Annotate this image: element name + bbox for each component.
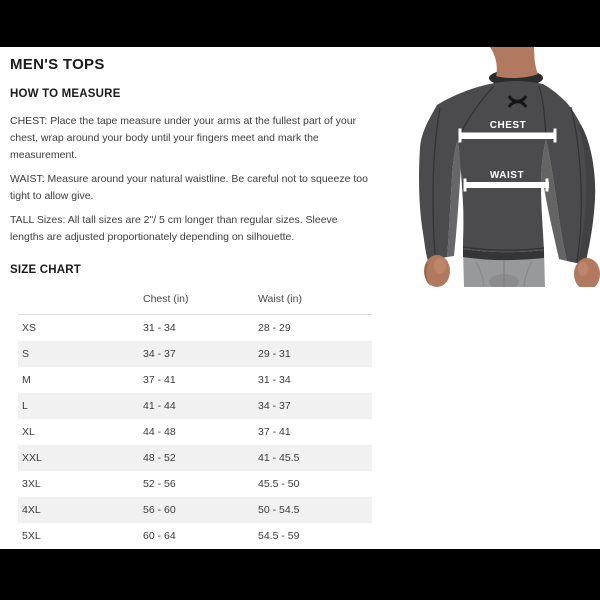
size-cell: L [22, 400, 28, 412]
table-row: XL 44 - 48 37 - 41 [18, 419, 372, 445]
chest-cell: 34 - 37 [143, 348, 176, 360]
col-header-size [18, 284, 139, 315]
tall-sizes-note: TALL Sizes: All tall sizes are 2"/ 5 cm … [10, 214, 338, 243]
waist-bar-label: WAIST [490, 170, 524, 181]
chest-cell: 52 - 56 [143, 478, 176, 490]
waist-cell: 28 - 29 [258, 322, 291, 334]
how-to-measure-heading: HOW TO MEASURE [10, 88, 121, 100]
chest-instructions: CHEST: Place the tape measure under your… [10, 115, 357, 161]
chest-cell: 41 - 44 [143, 400, 176, 412]
table-row: M 37 - 41 31 - 34 [18, 367, 372, 393]
table-row: XXL 48 - 52 41 - 45.5 [18, 445, 372, 471]
table-row: 5XL 60 - 64 54.5 - 59 [18, 523, 372, 550]
waist-cell: 54.5 - 59 [254, 523, 372, 550]
table-row: L 41 - 44 34 - 37 [18, 393, 372, 419]
bottom-letterbox-bar [0, 549, 600, 600]
size-cell: M [22, 374, 31, 386]
col-header-chest: Chest (in) [139, 284, 254, 315]
content-area: MEN'S TOPS HOW TO MEASURE CHEST: Place t… [0, 47, 600, 550]
waist-cell: 41 - 45.5 [258, 452, 300, 464]
waist-measurement-bar: WAIST [463, 170, 549, 192]
chest-cell: 31 - 34 [143, 322, 176, 334]
compression-shirt [419, 81, 596, 265]
col-header-waist: Waist (in) [254, 284, 372, 315]
chest-cell: 48 - 52 [143, 452, 176, 464]
size-cell: 3XL [22, 478, 41, 490]
model-photo: CHEST WAIST [395, 47, 600, 287]
size-cell: 5XL [18, 523, 139, 550]
waist-cell: 50 - 54.5 [258, 504, 300, 516]
page-title: MEN'S TOPS [10, 56, 105, 73]
model-hands [424, 255, 600, 287]
under-armour-logo-icon [507, 95, 528, 108]
size-cell: XXL [22, 452, 42, 464]
table-row: 4XL 56 - 60 50 - 54.5 [18, 497, 372, 523]
waist-instructions: WAIST: Measure around your natural waist… [10, 173, 368, 202]
table-row: XS 31 - 34 28 - 29 [18, 315, 372, 342]
size-chart-table: Chest (in) Waist (in) XS 31 - 34 28 - 29… [18, 284, 372, 550]
size-cell: XL [22, 426, 35, 438]
table-row: S 34 - 37 29 - 31 [18, 341, 372, 367]
chest-measurement-bar: CHEST [458, 120, 557, 143]
chest-cell: 60 - 64 [139, 523, 254, 550]
waist-cell: 37 - 41 [258, 426, 291, 438]
model-neck-front [490, 47, 538, 79]
chest-cell: 44 - 48 [143, 426, 176, 438]
table-header-row: Chest (in) Waist (in) [18, 284, 372, 315]
waist-cell: 34 - 37 [258, 400, 291, 412]
size-chart-heading: SIZE CHART [10, 264, 81, 276]
top-letterbox-bar [0, 0, 600, 47]
chest-cell: 56 - 60 [143, 504, 176, 516]
compression-shorts [463, 249, 545, 287]
size-cell: 4XL [22, 504, 41, 516]
waist-cell: 45.5 - 50 [258, 478, 300, 490]
chest-cell: 37 - 41 [143, 374, 176, 386]
measure-instructions: CHEST: Place the tape measure under your… [10, 113, 390, 246]
waist-cell: 29 - 31 [258, 348, 291, 360]
size-cell: S [22, 348, 30, 360]
table-row: 3XL 52 - 56 45.5 - 50 [18, 471, 372, 497]
size-cell: XS [22, 322, 37, 334]
chest-bar-label: CHEST [490, 120, 526, 131]
waist-cell: 31 - 34 [258, 374, 291, 386]
